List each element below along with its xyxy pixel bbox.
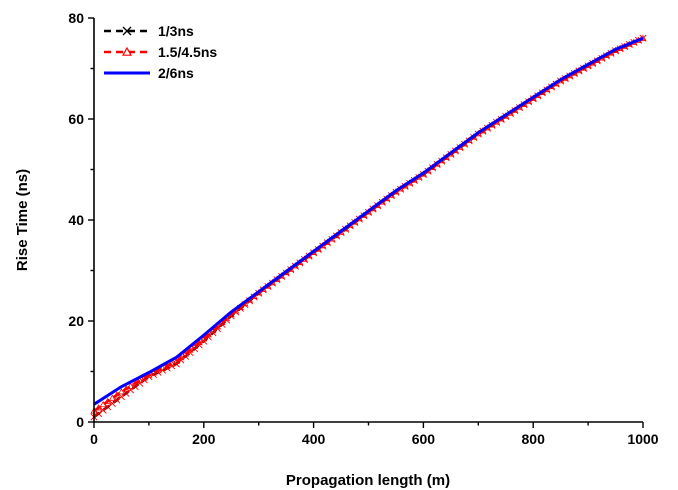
series-line-2 — [93, 36, 644, 406]
series-1-point — [195, 338, 203, 346]
series-1-point — [104, 397, 112, 404]
series-0-point — [108, 399, 116, 408]
x-tick-label: 600 — [412, 431, 436, 447]
legend-label-1: 1.5/4.5ns — [158, 44, 217, 60]
series-0-point — [104, 403, 112, 411]
series-1-point — [177, 353, 185, 361]
y-tick-label: 40 — [68, 212, 84, 228]
series-1-point — [149, 369, 157, 376]
legend-entry-0: 1/3ns — [104, 23, 194, 39]
y-tick-label: 20 — [68, 313, 84, 329]
series-1-point — [186, 346, 194, 353]
x-tick-label: 800 — [522, 431, 546, 447]
y-tick-label: 80 — [68, 10, 84, 26]
series-line-1 — [93, 37, 644, 412]
series-1-point — [99, 400, 107, 408]
legend-entry-1: 1.5/4.5ns — [104, 44, 217, 60]
legend: 1/3ns 1.5/4.5ns 2/6ns — [104, 23, 217, 81]
series-1 — [90, 34, 647, 414]
series-1-point — [159, 364, 167, 371]
x-tick-label: 1000 — [627, 431, 658, 447]
series-1-point — [154, 366, 162, 374]
series-0-point — [113, 396, 121, 404]
series-1-point — [200, 335, 208, 342]
x-tick-label: 0 — [90, 431, 98, 447]
y-axis-title: Rise Time (ns) — [14, 169, 31, 271]
series-2 — [93, 36, 644, 406]
series-1-point — [182, 350, 189, 357]
series-1-point — [168, 360, 176, 367]
legend-marker-1 — [121, 46, 133, 56]
x-tick-label: 400 — [302, 431, 326, 447]
series-0-point — [99, 406, 107, 414]
legend-label-0: 1/3ns — [158, 23, 194, 39]
series-1-point — [172, 357, 180, 365]
x-axis-title: Propagation length (m) — [286, 472, 450, 489]
series-1-point — [113, 391, 121, 398]
series-1-point — [95, 404, 103, 411]
legend-marker-0 — [122, 26, 132, 36]
y-tick-label: 0 — [76, 414, 84, 430]
plot-area — [90, 34, 647, 421]
series-1-point — [108, 394, 116, 401]
x-tick-label: 200 — [192, 431, 216, 447]
series-0-point — [95, 410, 103, 418]
legend-label-2: 2/6ns — [158, 65, 194, 81]
series-1-point — [191, 342, 199, 349]
legend-entry-2: 2/6ns — [104, 65, 194, 81]
series-1-point — [163, 362, 171, 369]
y-tick-label: 60 — [68, 111, 84, 127]
axes: 0 200 400 600 800 1000 0 20 40 60 80 — [68, 10, 658, 447]
